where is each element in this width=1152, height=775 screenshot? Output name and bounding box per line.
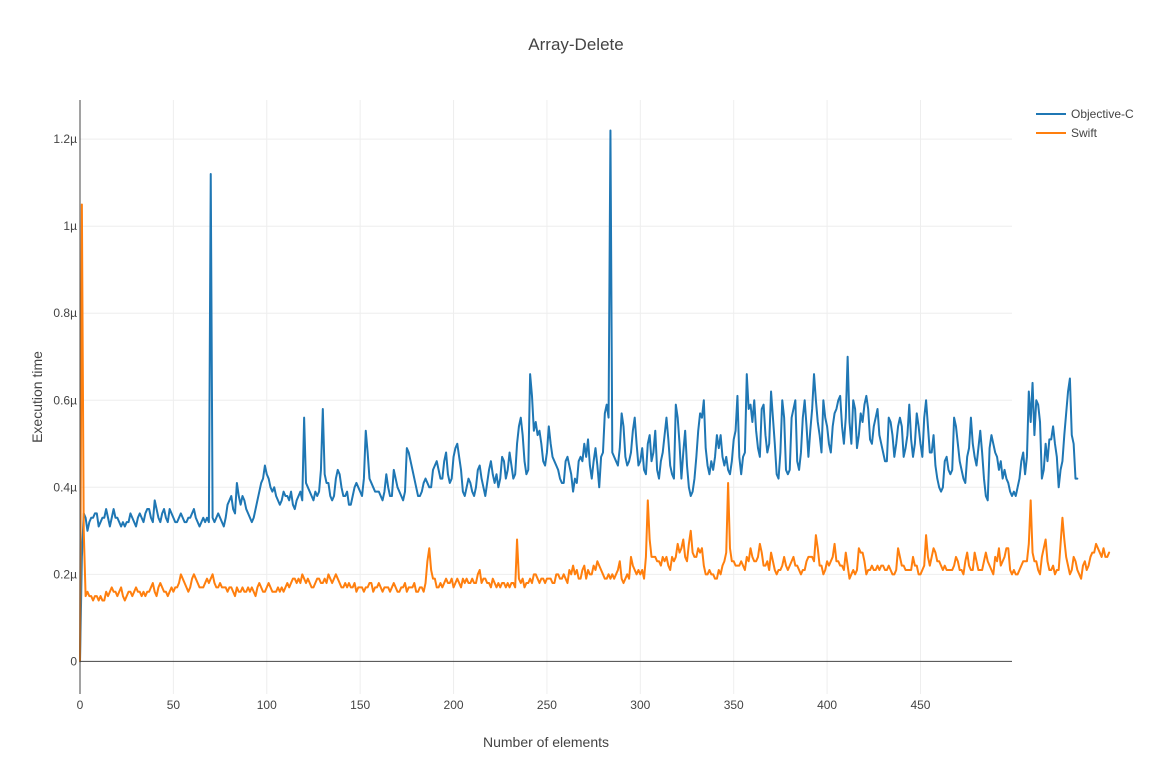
legend-label-objective-c: Objective-C <box>1071 107 1134 121</box>
x-tick-label: 250 <box>537 698 557 712</box>
chart-title: Array-Delete <box>528 35 623 54</box>
y-tick-label: 1µ <box>63 219 77 233</box>
y-tick-label: 0.8µ <box>53 306 77 320</box>
grid-layer <box>80 100 1012 694</box>
legend-item-objective-c[interactable]: Objective-C <box>1036 107 1134 121</box>
axes-layer <box>79 100 1012 694</box>
y-tick-label: 0.6µ <box>53 393 77 407</box>
y-tick-label: 0.2µ <box>53 567 77 581</box>
x-tick-label: 400 <box>817 698 837 712</box>
legend-item-swift[interactable]: Swift <box>1036 126 1098 140</box>
x-tick-label: 100 <box>257 698 277 712</box>
x-tick-label: 0 <box>77 698 84 712</box>
x-tick-label: 50 <box>167 698 181 712</box>
y-tick-label: 1.2µ <box>53 132 77 146</box>
series-line-objective-c[interactable] <box>79 129 1079 663</box>
tick-layer: 0 50 100 150 200 250 300 350 400 450 0 0.2µ 0.4µ 0.6µ… <box>53 132 930 712</box>
y-tick-label: 0.4µ <box>53 480 77 494</box>
x-tick-label: 450 <box>910 698 930 712</box>
legend[interactable]: Objective-C Swift <box>1036 107 1134 140</box>
x-axis-title: Number of elements <box>483 734 609 750</box>
series-layer <box>79 129 1111 663</box>
legend-label-swift: Swift <box>1071 126 1098 140</box>
series-line-swift[interactable] <box>79 203 1111 663</box>
x-tick-label: 200 <box>444 698 464 712</box>
x-tick-label: 150 <box>350 698 370 712</box>
x-tick-label: 300 <box>630 698 650 712</box>
x-tick-label: 350 <box>724 698 744 712</box>
y-tick-label: 0 <box>70 654 77 668</box>
y-axis-title: Execution time <box>29 351 45 443</box>
